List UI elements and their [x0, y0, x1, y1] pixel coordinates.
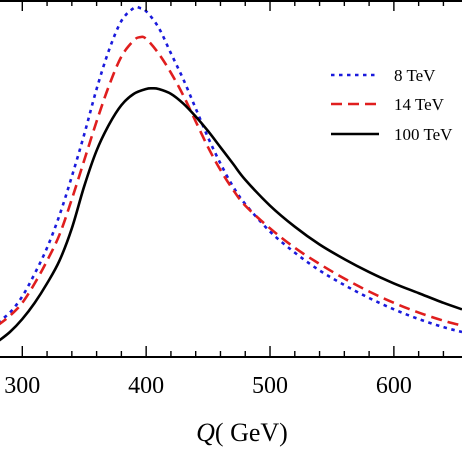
- x-tick-label: 600: [376, 373, 412, 399]
- series-line-1: [0, 5, 462, 334]
- legend-label-1: 8 TeV: [394, 66, 436, 85]
- x-axis-label: Q( GeV): [196, 418, 288, 447]
- x-tick-label: 500: [252, 373, 288, 399]
- x-tick-label: 400: [128, 373, 164, 399]
- series-layer: [0, 5, 462, 342]
- series-line-2: [0, 35, 462, 327]
- series-line-3: [0, 87, 462, 342]
- x-axis-variable: Q: [196, 418, 215, 447]
- x-axis-ticks: 300 400 500 600: [4, 0, 445, 399]
- x-axis-unit: ( GeV): [215, 418, 288, 447]
- plot-frame: [0, 0, 462, 358]
- legend: 8 TeV 14 TeV 100 TeV: [331, 66, 453, 144]
- legend-label-3: 100 TeV: [394, 125, 453, 144]
- x-tick-label: 300: [4, 373, 40, 399]
- legend-label-2: 14 TeV: [394, 95, 445, 114]
